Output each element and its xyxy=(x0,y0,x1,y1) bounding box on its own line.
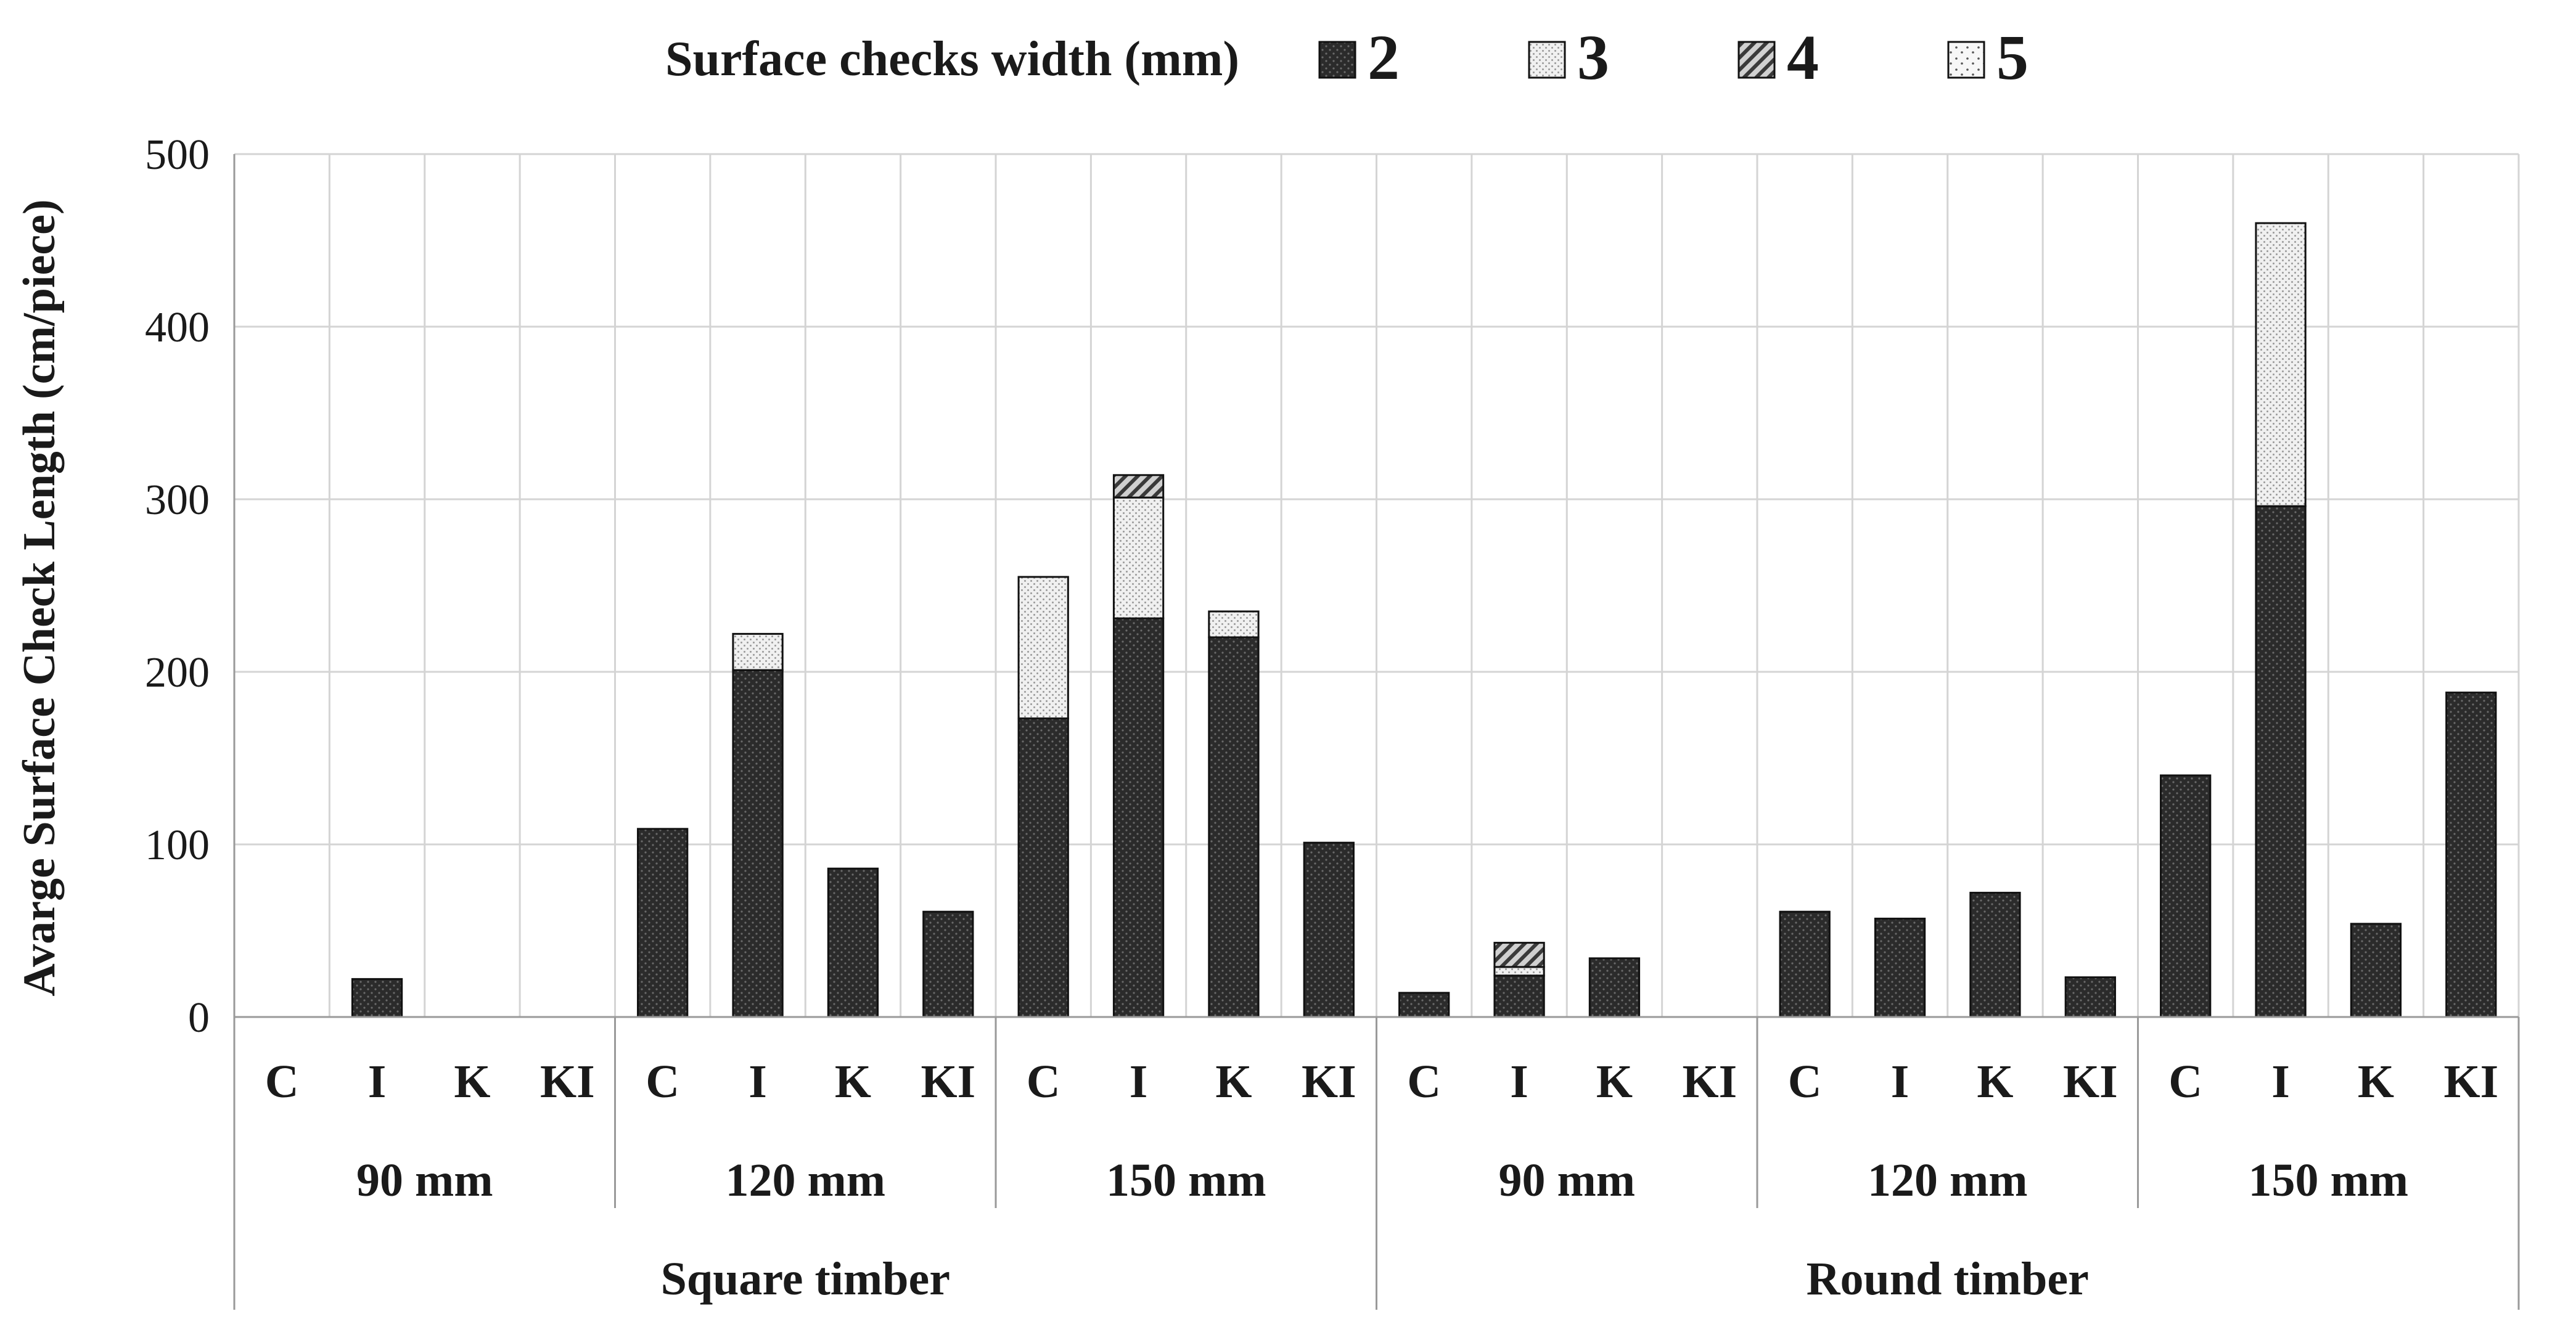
bar-segment-width-2 xyxy=(637,828,689,1018)
bar-segment-width-2 xyxy=(2255,505,2307,1018)
bar-segment-width-3 xyxy=(1208,610,1260,639)
x-category-label: K xyxy=(1977,1056,2013,1108)
bar-segment-width-4 xyxy=(1493,942,1545,968)
x-group-label: 150 mm xyxy=(1106,1154,1266,1206)
bar-segment-width-2 xyxy=(732,669,784,1018)
y-tick-label: 200 xyxy=(145,649,210,696)
bar-segment-width-2 xyxy=(2350,923,2402,1018)
x-category-label: KI xyxy=(540,1056,595,1108)
legend-entry: 2 xyxy=(1318,22,1400,93)
bar-segment-width-2 xyxy=(1017,717,1069,1018)
legend-title: Surface checks width (mm) xyxy=(665,32,1239,86)
legend-entry: 4 xyxy=(1737,22,1819,93)
bar-segment-width-2 xyxy=(2445,692,2497,1018)
bars xyxy=(351,222,2497,1018)
x-category-label: KI xyxy=(2063,1056,2118,1108)
legend-swatch-4 xyxy=(1737,41,1776,79)
legend: Surface checks width (mm) 2 3 4 5 xyxy=(665,22,2028,93)
x-category-label: K xyxy=(2358,1056,2394,1108)
bar-segment-width-2 xyxy=(1303,841,1355,1018)
x-category-label: K xyxy=(1596,1056,1633,1108)
bar-segment-width-2 xyxy=(1112,617,1165,1018)
x-category-label: KI xyxy=(1302,1056,1356,1108)
legend-swatch-5 xyxy=(1947,41,1985,79)
y-tick-label: 0 xyxy=(188,994,210,1042)
bar-segment-width-2 xyxy=(1208,636,1260,1018)
legend-label: 2 xyxy=(1368,22,1400,93)
x-category-label: C xyxy=(1027,1056,1060,1108)
x-category-label: I xyxy=(2271,1056,2290,1108)
bar-segment-width-2 xyxy=(1588,957,1641,1018)
bar-segment-width-3 xyxy=(1112,496,1165,619)
bar-segment-width-3 xyxy=(1017,576,1069,720)
x-category-label: K xyxy=(1215,1056,1252,1108)
bar-segment-width-2 xyxy=(1779,910,1831,1018)
y-tick-label: 100 xyxy=(145,822,210,869)
axes xyxy=(233,154,2520,1310)
x-supergroup-label: Round timber xyxy=(1807,1253,2089,1305)
x-category-label: K xyxy=(835,1056,871,1108)
bar-segment-width-3 xyxy=(732,632,784,671)
gridlines xyxy=(233,153,2520,1018)
bar-segment-width-2 xyxy=(827,867,879,1018)
bar-segment-width-2 xyxy=(2064,976,2116,1018)
bar-segment-width-3 xyxy=(2255,222,2307,507)
x-category-label: KI xyxy=(921,1056,975,1108)
bar-segment-width-2 xyxy=(922,910,974,1018)
y-tick-label: 400 xyxy=(145,304,210,351)
x-category-label: I xyxy=(1130,1056,1148,1108)
bar-segment-width-3 xyxy=(1493,966,1545,977)
bar-segment-width-2 xyxy=(1398,992,1450,1018)
x-category-label: K xyxy=(454,1056,490,1108)
x-category-label: C xyxy=(265,1056,299,1108)
bar-segment-width-2 xyxy=(1969,891,2021,1018)
y-axis-title: Avarge Surface Check Length (cm/piece) xyxy=(14,199,65,996)
bar-segment-width-4 xyxy=(1112,474,1165,499)
x-group-label: 90 mm xyxy=(1498,1154,1635,1206)
x-category-label: KI xyxy=(2443,1056,2498,1108)
x-category-label: I xyxy=(1891,1056,1909,1108)
x-group-label: 120 mm xyxy=(1868,1154,2028,1206)
x-supergroup-label: Square timber xyxy=(661,1253,950,1305)
legend-swatch-3 xyxy=(1528,41,1566,79)
bar-segment-width-2 xyxy=(351,978,403,1018)
x-group-label: 120 mm xyxy=(725,1154,885,1206)
x-category-label: C xyxy=(1788,1056,1822,1108)
legend-label: 4 xyxy=(1787,22,1819,93)
y-tick-label: 500 xyxy=(145,131,210,179)
x-category-label: C xyxy=(1407,1056,1441,1108)
bar-segment-width-2 xyxy=(1874,917,1926,1018)
legend-label: 5 xyxy=(1996,22,2028,93)
legend-label: 3 xyxy=(1577,22,1609,93)
x-category-label: I xyxy=(368,1056,387,1108)
x-group-label: 90 mm xyxy=(356,1154,493,1206)
y-tick-label: 300 xyxy=(145,476,210,524)
x-group-label: 150 mm xyxy=(2248,1154,2408,1206)
x-category-label: I xyxy=(749,1056,767,1108)
bar-segment-width-2 xyxy=(2160,774,2212,1018)
x-category-label: I xyxy=(1510,1056,1528,1108)
x-category-label: KI xyxy=(1682,1056,1737,1108)
x-category-label: C xyxy=(2168,1056,2202,1108)
legend-swatch-2 xyxy=(1318,41,1356,79)
x-category-label: C xyxy=(646,1056,679,1108)
bar-segment-width-2 xyxy=(1493,974,1545,1018)
legend-entry: 5 xyxy=(1947,22,2028,93)
legend-entry: 3 xyxy=(1528,22,1609,93)
